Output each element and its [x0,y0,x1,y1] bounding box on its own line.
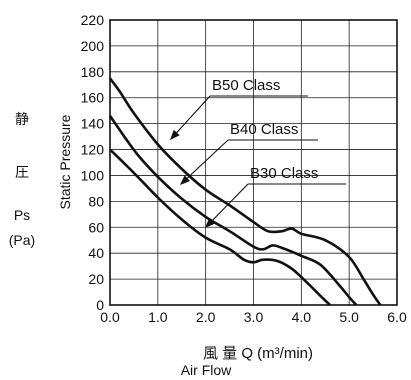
axis-frame [109,19,398,306]
x-tick-label-3: 3.0 [244,309,264,325]
y-tick-labels: 0 20 40 60 80 100 120 140 160 180 200 220 [81,12,105,313]
annotation-leader-b30-class [211,183,249,222]
series-line-b40-class [108,115,358,306]
y-tick-label-10: 200 [81,38,105,54]
x-tick-label-0: 0.0 [100,309,120,325]
annotation-arrowhead-b30-class [205,218,215,228]
y-tick-label-4: 80 [88,193,104,209]
y-tick-label-11: 220 [81,12,105,28]
series-lines [108,77,382,306]
plot-border [109,19,398,306]
ylabel-jp-1: 静 [15,111,29,127]
annotation-label-b30-class: B30 Class [250,165,318,182]
series-line-b50-class [108,77,382,306]
x-tick-label-6: 6.0 [387,309,407,325]
x-tick-label-4: 4.0 [292,309,312,325]
ylabel: Static Pressure [57,114,73,209]
y-tick-label-5: 100 [81,167,105,183]
annotation-arrowhead-b50-class [170,129,180,140]
y-tick-label-8: 160 [81,90,105,106]
y-tick-label-0: 0 [96,297,104,313]
y-tick-label-2: 40 [88,245,104,261]
y-tick-label-7: 140 [81,116,105,132]
y-tick-label-1: 20 [88,271,104,287]
annotations: B50 Class B40 Class B30 Class [170,77,346,228]
annotation-arrowhead-b40-class [180,175,190,185]
ylabel-pa: (Pa) [9,232,35,248]
ylabel-ps: Ps [14,207,30,223]
xlabel: 風 量 Q (m³/min) [203,345,313,362]
x-tick-label-5: 5.0 [339,309,359,325]
y-tick-label-9: 180 [81,64,105,80]
annotation-label-b40-class: B40 Class [230,121,298,138]
annotation-label-b50-class: B50 Class [212,77,280,94]
annotation-leader-b50-class [176,95,211,133]
annotation-leader-b40-class [186,139,229,179]
xlabel-sub: Air Flow [181,362,232,378]
x-tick-label-2: 2.0 [196,309,216,325]
y-tick-label-6: 120 [81,142,105,158]
series-line-b30-class [109,148,331,306]
x-tick-labels: 0.0 1.0 2.0 3.0 4.0 5.0 6.0 [100,309,407,325]
ylabel-jp-2: 圧 [15,164,29,180]
x-tick-label-1: 1.0 [148,309,168,325]
y-tick-label-3: 60 [88,219,104,235]
